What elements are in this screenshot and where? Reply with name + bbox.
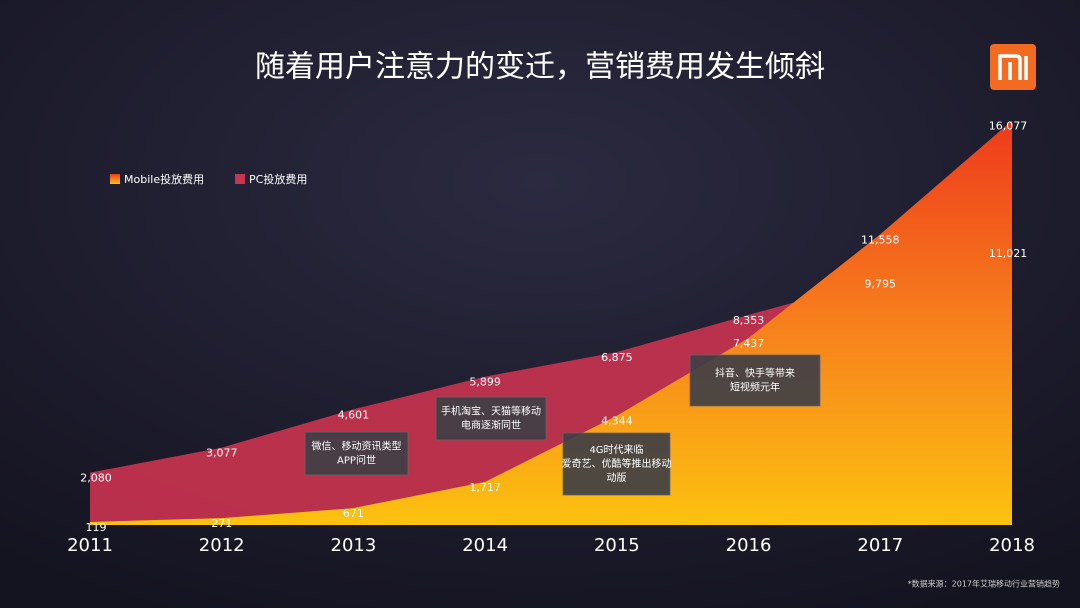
value-label: 5,899 [469,376,501,389]
annotation-text: 微信、移动资讯类型 [312,440,402,453]
legend-swatch [110,174,120,184]
legend-swatch [235,174,245,184]
source-note: *数据来源：2017年艾瑞移动行业营销趋势 [908,579,1060,589]
value-label: 4,344 [601,415,633,428]
chart-title: 随着用户注意力的变迁，营销费用发生倾斜 [255,50,825,85]
x-tick-label: 2011 [67,535,113,556]
annotation-box [435,396,547,441]
logo [990,44,1036,90]
value-label: 3,077 [206,447,238,460]
x-tick-label: 2018 [989,535,1035,556]
annotation-text: 4G时代来临 [589,443,643,456]
value-label: 6,875 [601,351,633,364]
area [90,120,1012,525]
annotation-box [562,432,671,496]
x-tick-label: 2013 [331,535,377,556]
value-label: 271 [211,517,232,530]
x-tick-label: 2015 [594,535,640,556]
annotation-text: 电商逐渐同世 [461,419,521,432]
annotation-text: APP问世 [337,454,376,467]
value-label: 2,080 [80,472,112,485]
x-tick-label: 2017 [857,535,903,556]
value-label: 7,437 [733,337,765,350]
annotation-text: 抖音、快手等带来 [715,367,795,380]
annotation-text: 爱奇艺、优酷等推出移动 [562,457,672,470]
legend-label: PC投放费用 [249,172,307,186]
annotation-text: 动版 [607,471,627,484]
value-label: 11,558 [861,233,900,246]
x-tick-label: 2014 [462,535,508,556]
value-label: 11,021 [989,247,1028,260]
value-label: 1,717 [469,481,501,494]
value-label: 16,077 [989,120,1028,133]
value-label: 4,601 [338,408,370,421]
x-tick-label: 2016 [726,535,772,556]
value-label: 8,353 [733,314,765,327]
legend-label: Mobile投放费用 [124,172,204,186]
value-label: 119 [86,521,107,534]
value-label: 671 [343,507,364,520]
annotation-box [689,354,821,407]
annotation-box [304,431,409,476]
annotation-text: 短视频元年 [730,381,780,394]
annotation-text: 手机淘宝、天猫等移动 [441,405,541,418]
x-tick-label: 2012 [199,535,245,556]
value-label: 9,795 [865,278,897,291]
